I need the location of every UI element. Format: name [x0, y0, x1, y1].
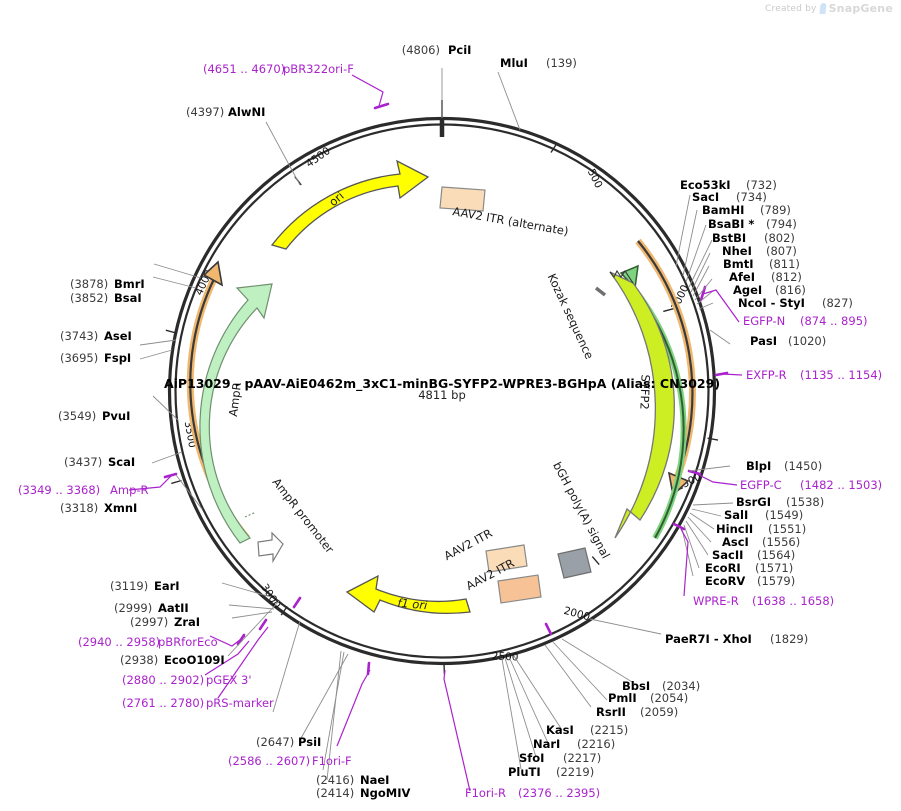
watermark-brand: SnapGene [828, 2, 893, 15]
plasmid-size: 4811 bp [418, 388, 466, 402]
watermark-prefix: Created by [765, 3, 817, 14]
feature-label-bgh-polya: bGH poly(A) signal [550, 459, 613, 560]
feature-box-aav2-itr-2: AAV2 ITR [464, 556, 542, 604]
feature-arrow-syfp2: SYFP2 [609, 269, 675, 539]
feature-tick-kozak: Kozak sequence [545, 271, 607, 361]
leader-lines [128, 68, 743, 792]
ruler-tick-marks [165, 143, 719, 675]
feature-arrow-ampr: AmpR [199, 283, 273, 544]
tick-label-2500: 2500 [492, 651, 519, 664]
feature-label-aav2-itr-alternate: AAV2 ITR (alternate) [451, 204, 569, 238]
feature-box-bgh-polya: bGH poly(A) signal [550, 459, 613, 579]
feature-arrow-f1ori: f1 ori [345, 574, 471, 614]
page-title: AiP13029 - pAAV-AiE0462m_3xC1-minBG-SYFP… [164, 376, 720, 392]
feature-arrow-ampr-promoter: AmpR promoter [257, 475, 337, 564]
feature-label-kozak: Kozak sequence [545, 271, 597, 361]
feature-label-syfp2: SYFP2 [637, 374, 652, 410]
feature-arrow-ori: ori [270, 159, 430, 250]
feature-box-aav2-itr-alternate: AAV2 ITR (alternate) [439, 186, 570, 238]
feature-label-ampr: AmpR [226, 382, 244, 418]
snapgene-watermark: Created by SnapGene [765, 2, 893, 15]
feature-label-f1ori: f1 ori [397, 596, 429, 613]
